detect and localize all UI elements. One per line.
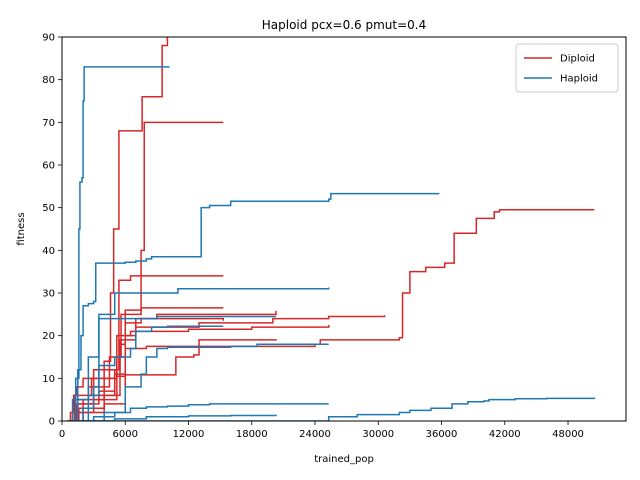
haploid-run-5 — [74, 325, 224, 421]
y-tick-label: 70 — [42, 118, 55, 129]
haploid-run-3 — [71, 287, 330, 421]
y-tick-label: 10 — [42, 374, 55, 385]
x-tick-label: 30000 — [362, 429, 394, 440]
legend-label-haploid: Haploid — [560, 74, 598, 85]
x-tick-label: 18000 — [236, 429, 268, 440]
diploid-run-2 — [69, 121, 224, 421]
x-tick-label: 48000 — [552, 429, 584, 440]
y-ticks: 0 10 20 30 40 50 60 70 80 90 — [42, 33, 62, 428]
diploid-run-9 — [71, 315, 386, 421]
y-tick-label: 30 — [42, 289, 55, 300]
x-tick-label: 42000 — [489, 429, 521, 440]
haploid-run-1 — [70, 66, 170, 421]
runs-layer — [67, 37, 596, 421]
y-tick-label: 0 — [49, 417, 55, 428]
y-tick-label: 40 — [42, 246, 55, 257]
plot-frame — [61, 36, 627, 422]
y-tick-label: 90 — [42, 33, 55, 44]
y-tick-label: 60 — [42, 161, 55, 172]
x-axis-label: trained_pop — [314, 454, 374, 465]
y-tick-label: 50 — [42, 203, 55, 214]
legend-label-diploid: Diploid — [560, 54, 595, 65]
y-tick-label: 80 — [42, 75, 55, 86]
x-tick-label: 6000 — [113, 429, 138, 440]
legend-box — [515, 43, 619, 93]
haploid-run-4 — [72, 315, 276, 421]
y-tick-label: 20 — [42, 331, 55, 342]
haploid-run-9 — [93, 397, 596, 421]
legend: Diploid Haploid — [515, 43, 619, 93]
x-tick-label: 12000 — [173, 429, 205, 440]
diploid-run-10 — [67, 209, 595, 421]
x-tick-label: 24000 — [299, 429, 331, 440]
haploid-run-8 — [83, 414, 277, 421]
x-tick-label: 36000 — [426, 429, 458, 440]
chart-title: Haploid pcx=0.6 pmut=0.4 — [262, 18, 426, 32]
y-axis-label: fitness — [16, 212, 27, 245]
haploid-run-7 — [77, 403, 329, 421]
haploid-run-2 — [67, 192, 440, 421]
x-tick-label: 0 — [59, 429, 65, 440]
x-ticks: 0 6000 12000 18000 24000 30000 36000 42000 48000 — [59, 421, 584, 440]
